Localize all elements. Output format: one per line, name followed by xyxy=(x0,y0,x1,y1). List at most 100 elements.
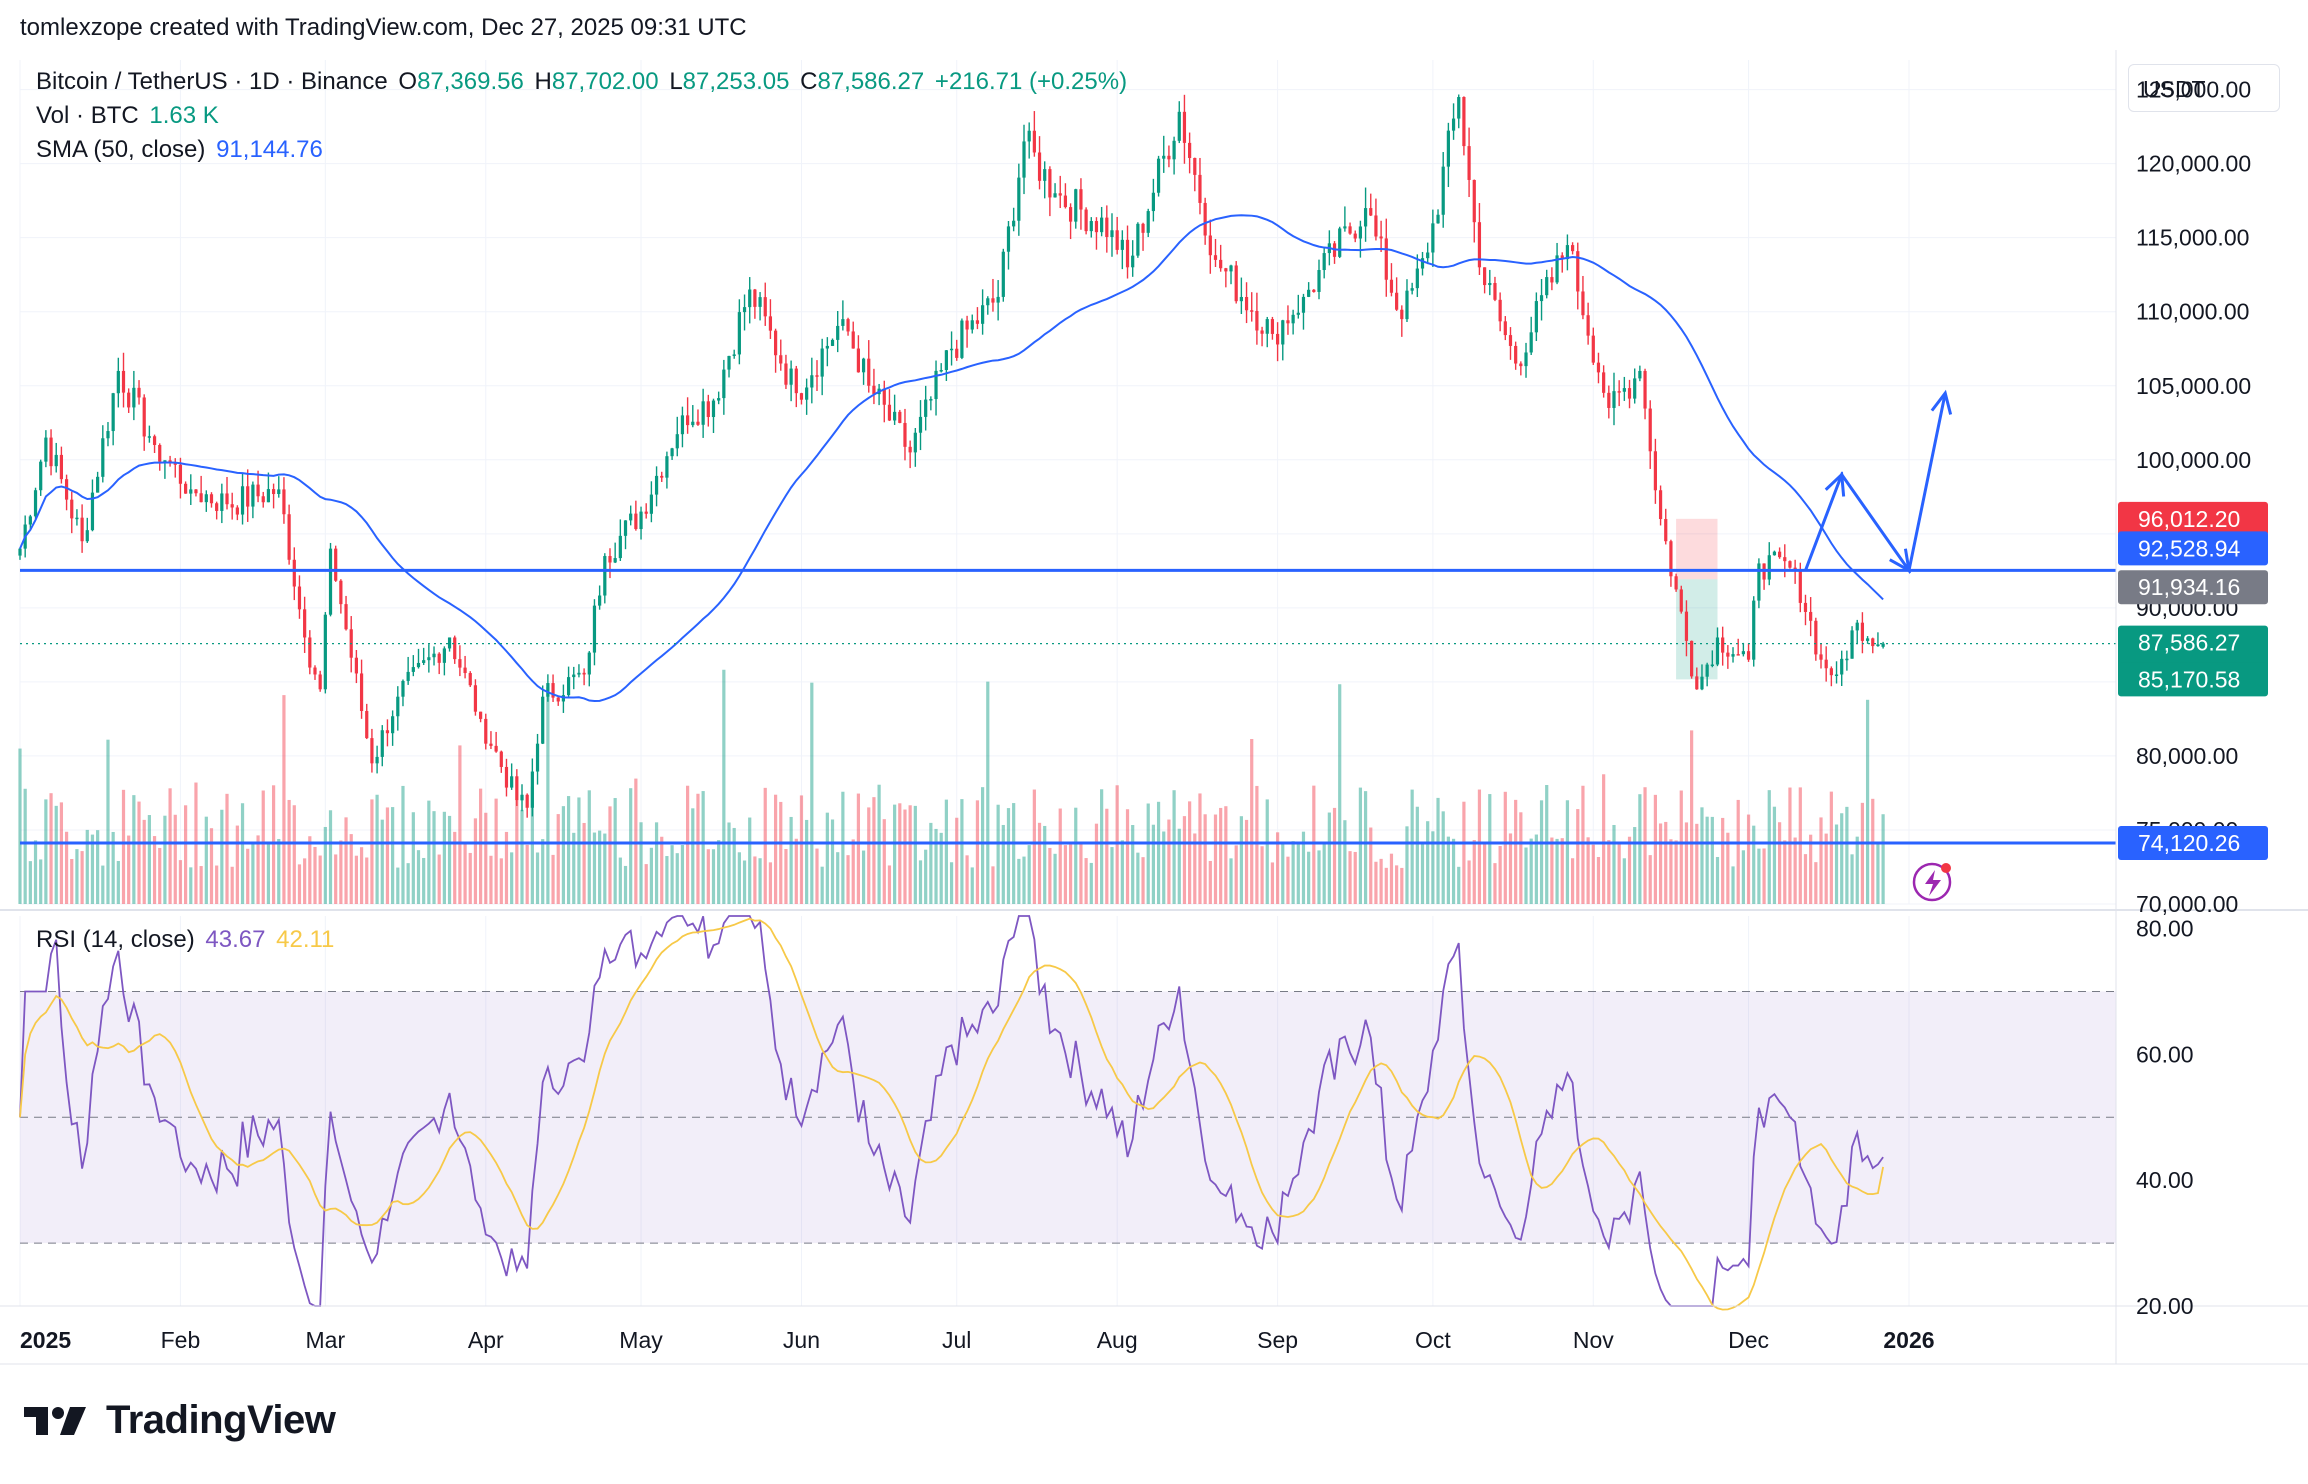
volume-bar xyxy=(1467,860,1471,904)
candle-body xyxy=(422,660,426,663)
candle-body xyxy=(194,489,198,494)
price-tick-label: 80,000.00 xyxy=(2136,743,2238,769)
candle-body xyxy=(1296,312,1300,315)
volume-bar xyxy=(406,863,410,904)
candle-body xyxy=(1457,97,1461,119)
legend-rsi-label[interactable]: RSI (14, close) xyxy=(36,926,195,953)
volume-bar xyxy=(1586,837,1590,904)
candle-body xyxy=(1570,245,1575,252)
candle-body xyxy=(64,479,69,500)
volume-bar xyxy=(1141,857,1145,904)
candle-body xyxy=(137,387,141,398)
candle-body xyxy=(1146,211,1150,233)
candle-body xyxy=(204,494,208,503)
candle-body xyxy=(577,672,581,675)
volume-bar xyxy=(799,795,804,904)
volume-bar xyxy=(49,793,53,904)
candle-body xyxy=(618,535,622,559)
volume-bar xyxy=(830,819,835,904)
volume-bar xyxy=(613,798,617,904)
volume-bar xyxy=(1664,821,1668,904)
volume-bar xyxy=(530,786,534,904)
volume-bar xyxy=(354,855,358,904)
candle-body xyxy=(623,520,628,536)
candle-body xyxy=(220,493,224,511)
rsi-tick-label: 40.00 xyxy=(2136,1167,2194,1193)
volume-bar xyxy=(908,805,912,904)
volume-bar xyxy=(1312,785,1316,904)
time-tick-label: 2026 xyxy=(1883,1327,1934,1353)
volume-bar xyxy=(1684,822,1689,904)
volume-bar xyxy=(230,866,234,904)
candle-body xyxy=(1120,239,1124,250)
volume-bar xyxy=(1565,800,1570,904)
candle-body xyxy=(1172,140,1176,160)
price-label-box xyxy=(2118,662,2268,697)
arrow-head-down xyxy=(1889,548,1911,574)
volume-bar xyxy=(1865,699,1870,904)
volume-bar xyxy=(1353,851,1357,904)
volume-bar xyxy=(1508,833,1513,904)
tradingview-logo[interactable]: TradingView xyxy=(24,1398,336,1443)
candle-body xyxy=(934,370,938,400)
candle-body xyxy=(753,289,757,307)
volume-bar xyxy=(1819,817,1823,904)
candle-body xyxy=(54,454,58,467)
volume-bar xyxy=(158,847,162,904)
volume-bar xyxy=(924,849,928,904)
volume-bar xyxy=(618,857,622,904)
candle-body xyxy=(1281,320,1285,345)
candle-body xyxy=(1027,130,1031,142)
legend-close-label: C xyxy=(800,68,818,95)
volume-bar xyxy=(142,819,146,904)
legend-symbol[interactable]: Bitcoin / TetherUS · 1D · Binance xyxy=(36,68,388,95)
candle-body xyxy=(116,370,120,394)
candle-body xyxy=(654,475,659,495)
volume-bar xyxy=(841,791,845,904)
candlesticks xyxy=(18,94,1885,818)
legend-sma-label[interactable]: SMA (50, close) xyxy=(36,136,206,163)
currency-unit-selector[interactable]: USDT xyxy=(2128,64,2280,112)
volume-bar xyxy=(561,806,566,904)
candle-body xyxy=(49,437,53,467)
candle-body xyxy=(908,446,912,453)
candle-body xyxy=(1058,193,1062,196)
candle-body xyxy=(893,411,897,421)
candle-body xyxy=(1017,177,1021,221)
price-tick-label: 70,000.00 xyxy=(2136,891,2238,917)
volume-bar xyxy=(1451,838,1456,904)
candle-body xyxy=(147,436,151,438)
volume-bar xyxy=(411,812,415,904)
candle-body xyxy=(1809,611,1813,621)
candle-body xyxy=(189,489,193,494)
time-tick-label: Jun xyxy=(783,1327,820,1353)
price-label-text: 74,120.26 xyxy=(2138,830,2240,856)
volume-bar xyxy=(623,865,628,904)
candle-body xyxy=(1508,335,1513,346)
candle-body xyxy=(458,659,462,668)
candle-body xyxy=(546,683,550,697)
volume-bar xyxy=(1519,812,1523,904)
candle-body xyxy=(794,368,798,394)
candle-body xyxy=(1669,541,1673,577)
candle-body xyxy=(1188,142,1192,158)
candle-body xyxy=(1881,643,1885,647)
time-tick-label: May xyxy=(619,1327,663,1353)
volume-bar xyxy=(654,822,659,904)
volume-bar xyxy=(1788,787,1792,904)
candle-body xyxy=(1814,620,1818,655)
volume-bar xyxy=(54,805,58,904)
volume-bar xyxy=(235,825,239,904)
volume-bar xyxy=(758,858,762,904)
candle-body xyxy=(18,548,22,556)
legend-open-label: O xyxy=(398,68,418,95)
volume-bar xyxy=(665,856,669,904)
volume-bar xyxy=(805,819,809,904)
volume-bar xyxy=(887,865,892,904)
trend-drawings[interactable] xyxy=(20,389,2116,845)
volume-bar xyxy=(856,793,861,904)
volume-bar xyxy=(1462,801,1466,904)
candle-body xyxy=(1410,288,1414,291)
candle-body xyxy=(391,716,395,734)
